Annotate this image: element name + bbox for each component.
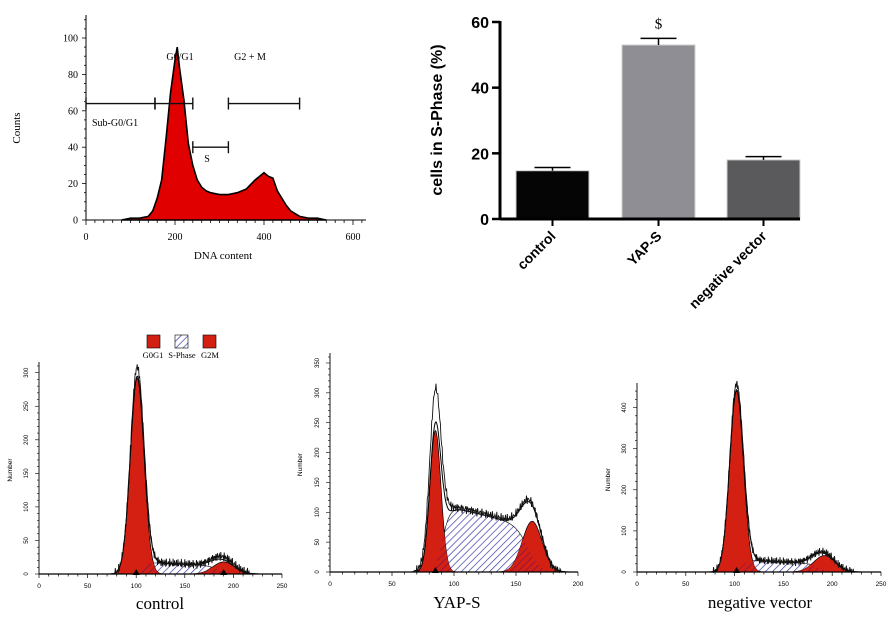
panel-c-negative-vector: 0 100 200 300 400 0 50 100 150 200 250 Number [605,380,887,588]
y-tick-label: 200 [622,484,628,495]
peak-marker-icon [733,567,741,573]
y-tick-label: 250 [24,401,30,412]
y-tick-label: 0 [480,212,489,229]
significance-marker: $ [655,16,663,32]
overlap-area [39,563,282,574]
x-tick-label: 150 [511,581,522,588]
y-tick-label: 40 [471,81,489,98]
x-tick-label: 150 [179,583,190,590]
y-tick-label: 250 [315,417,321,428]
panel-c-yap-s: 0 50 100 150 200 250 300 350 0 50 100 150 200 Number [297,353,584,588]
y-tick-label: 350 [315,357,321,368]
x-tick-label: 50 [388,581,396,588]
x-tick-label: 0 [328,581,332,588]
y-tick-label: 60 [68,106,78,117]
x-tick-label-yap-s: YAP-S [624,228,665,269]
y-tick-label: 150 [315,477,321,488]
legend-label-s-phase: S-Phase [168,350,196,360]
y-tick-label: 80 [68,70,78,81]
overlap-area [637,560,881,572]
x-tick-label: 250 [876,581,887,588]
gate-label: G2 + M [234,52,266,63]
y-axis-label: Number [297,452,304,476]
y-tick-label: 400 [622,402,628,413]
y-tick-label: 50 [24,536,30,543]
y-tick-label: 300 [24,367,30,378]
y-tick-label: 100 [24,501,30,512]
x-tick-label: 200 [573,581,584,588]
panel-b-bar-chart: control YAP-S negative vector $0 20 40 60 cell… [429,15,801,312]
x-tick-label-control: control [514,228,559,273]
legend-label-g2m: G2M [201,350,219,360]
caption-yap-s: YAP-S [433,593,480,612]
legend-swatch-s-phase [174,334,189,349]
x-tick-label: 100 [729,581,740,588]
x-tick-label: 400 [257,232,272,243]
y-axis-label: Number [7,458,14,482]
x-tick-label: 150 [778,581,789,588]
y-tick-label: 100 [622,525,628,536]
panel-b-ylabel: cells in S-Phase (%) [429,44,446,195]
histogram-curve [637,380,881,574]
y-tick-label: 0 [315,570,321,574]
legend-label-g0g1: G0G1 [143,350,164,360]
peak-marker-icon [132,569,140,575]
g0g1-area [39,377,282,575]
y-tick-label: 50 [315,538,321,545]
gate-label: G0/G1 [166,52,193,63]
x-tick-label: 250 [277,583,288,590]
y-tick-label: 0 [622,570,628,574]
x-tick-label: 0 [37,583,41,590]
x-tick-label: 100 [449,581,460,588]
y-tick-label: 150 [24,468,30,479]
x-tick-label: 50 [682,581,690,588]
y-tick-label: 100 [63,34,78,45]
y-tick-label: 200 [315,447,321,458]
caption-negative-vector: negative vector [708,593,813,612]
panel-a-histogram: 0 20 40 60 80 100 0 200 400 600 Sub-G0/G1 G0/G1 S G2 … [11,15,366,262]
g0g1-area [637,390,881,573]
x-tick-label: 200 [827,581,838,588]
y-tick-label: 0 [24,572,30,576]
gate-label: Sub-G0/G1 [92,118,138,129]
y-tick-label: 20 [68,179,78,190]
histogram-area [121,46,327,221]
legend: G0G1 S-Phase G2M [143,334,219,360]
panel-a-xlabel: DNA content [194,250,252,262]
y-tick-label: 60 [471,15,489,32]
panel-a-ylabel: Counts [11,112,23,143]
x-tick-label: 50 [84,583,92,590]
x-tick-label: 600 [346,232,361,243]
y-tick-label: 20 [471,146,489,163]
overlap-area [330,533,578,572]
model-fit-curve [39,375,282,575]
bar-control [515,170,590,220]
bar-yap-s [621,44,696,220]
bar-negative-vector [726,159,801,220]
gate-label: S [204,154,210,165]
panel-c-control: 0 50 100 150 200 250 300 0 50 100 150 200 250 Number [7,362,288,590]
x-tick-label: 0 [84,232,89,243]
x-tick-label: 100 [131,583,142,590]
legend-swatch-g2m [202,334,217,349]
caption-control: control [136,594,184,613]
y-tick-label: 300 [315,387,321,398]
histogram-curve [39,364,282,575]
y-tick-label: 40 [68,143,78,154]
y-tick-label: 300 [622,443,628,454]
model-fit-curve [637,388,881,573]
y-tick-label: 200 [24,434,30,445]
x-tick-label: 200 [228,583,239,590]
x-tick-label: 0 [635,581,639,588]
peak-marker-icon [220,569,228,575]
x-tick-label-negative-vector: negative vector [686,227,770,311]
y-tick-label: 0 [73,216,78,227]
y-tick-label: 100 [315,507,321,518]
y-axis-label: Number [605,467,612,491]
legend-swatch-g0g1 [146,334,161,349]
x-tick-label: 200 [168,232,183,243]
peak-marker-icon [431,567,439,573]
